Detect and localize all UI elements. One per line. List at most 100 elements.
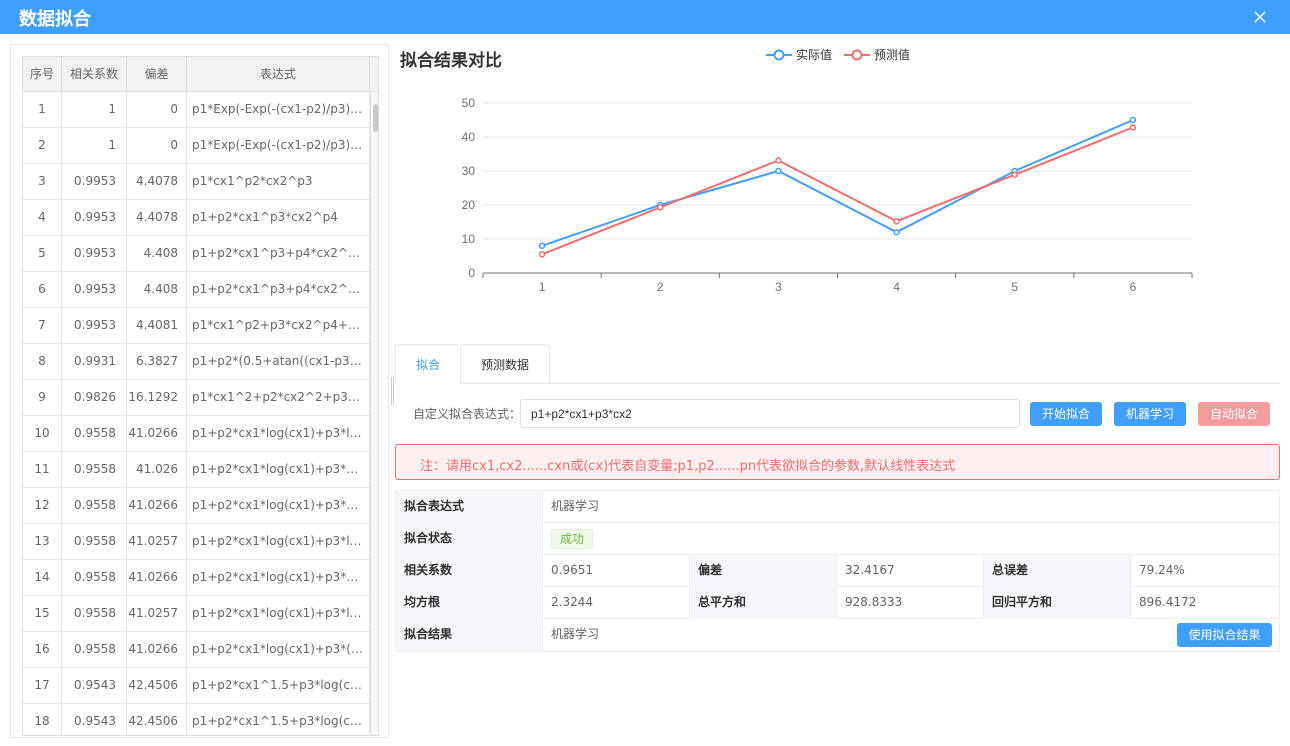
fit-result-table: 拟合表达式 机器学习 拟合状态 成功 相关系数 0.9651 偏差 32.416… <box>395 490 1280 652</box>
row-index: 10 <box>23 416 62 451</box>
row-deviation: 41.0266 <box>127 416 187 451</box>
row-correlation: 0.9543 <box>62 668 127 703</box>
chart-title: 拟合结果对比 <box>400 51 502 71</box>
row-deviation: 41.0266 <box>127 488 187 523</box>
result-label: 拟合结果 <box>396 619 543 651</box>
y-tick-label: 30 <box>462 164 476 178</box>
ss-value: 928.8333 <box>837 587 984 619</box>
grid-header: 序号 相关系数 偏差 表达式 <box>23 57 378 92</box>
row-correlation: 1 <box>62 128 127 163</box>
data-point <box>1129 124 1137 131</box>
table-row[interactable]: 60.99534.408p1+p2*cx1^p3+p4*cx2^p5+p6*cx… <box>23 272 370 308</box>
row-correlation: 0.9953 <box>62 164 127 199</box>
tab-prediction-data[interactable]: 预测数据 <box>461 344 550 384</box>
row-expression: p1*cx1^p2+p3*cx2^p4+p5*cx1*cx2 <box>187 308 370 343</box>
row-index: 14 <box>23 560 62 595</box>
grid-scrollbar[interactable] <box>370 92 378 735</box>
table-row[interactable]: 110.955841.026p1+p2*cx1*log(cx1)+p3*cx2*… <box>23 452 370 488</box>
table-row[interactable]: 3 0.9953 4.4078 p1*cx1^p2*cx2^p3 <box>23 164 370 200</box>
row-expression: p1+p2*cx1^p3+p4*cx2^p5+p6*cx1 <box>187 272 370 307</box>
table-row[interactable]: 14 0.9558 41.0266 p1+p2*cx1*log(cx1)+p3*cx2… <box>23 560 370 596</box>
row-expression: p1*Exp(-Exp(-(cx1-p2)/p3)-(cx1-p2)/p3+1) <box>187 128 370 163</box>
legend-line-icon <box>766 49 792 61</box>
table-row[interactable]: 80.99316.3827p1+p2*(0.5+atan((cx1-p3)/p4… <box>23 344 370 380</box>
line-chart: 0 10 20 30 40 50 1 2 3 4 5 6 <box>462 96 1193 294</box>
legend-label-predicted: 预测值 <box>874 48 911 62</box>
row-correlation: 0.9953 <box>62 308 127 343</box>
y-tick-label: 0 <box>468 266 475 280</box>
row-index: 11 <box>23 452 62 487</box>
row-correlation: 0.9558 <box>62 632 127 667</box>
table-row[interactable]: 210p1*Exp(-Exp(-(cx1-p2)/p3)-(cx1-p2)/p3… <box>23 128 370 164</box>
status-label: 拟合状态 <box>396 523 543 555</box>
table-row[interactable]: 17 0.9543 42.4506 p1+p2*cx1^1.5+p3*log(cx2)… <box>23 668 370 704</box>
data-point <box>775 167 782 175</box>
table-row[interactable]: 16 0.9558 41.0266 p1+p2*cx1*log(cx1)+p3*(lo… <box>23 632 370 668</box>
table-row[interactable]: 50.99534.408p1+p2*cx1^p3+p4*cx2^p5+p6*cx… <box>23 236 370 272</box>
use-result-button[interactable]: 使用拟合结果 <box>1177 623 1272 647</box>
data-point <box>538 251 546 258</box>
column-header-expression[interactable]: 表达式 <box>187 57 370 92</box>
scrollbar-thumb[interactable] <box>373 104 378 132</box>
row-correlation: 0.9558 <box>62 596 127 631</box>
row-deviation: 0 <box>127 92 187 127</box>
row-deviation: 41.0257 <box>127 524 187 559</box>
row-correlation: 0.9953 <box>62 236 127 271</box>
row-deviation: 4.408 <box>127 272 187 307</box>
table-row[interactable]: 18 0.9543 42.4506 p1+p2*cx1^1.5+p3*log(cx2) <box>23 704 370 735</box>
table-row[interactable]: 90.982616.1292p1*cx1^2+p2*cx2^2+p3*cx1*c… <box>23 380 370 416</box>
dev-label: 偏差 <box>690 555 837 587</box>
x-tick-label: 1 <box>539 280 546 294</box>
auto-fit-button[interactable]: 自动拟合 <box>1198 402 1270 426</box>
row-index: 8 <box>23 344 62 379</box>
expression-input[interactable] <box>520 399 1020 428</box>
legend-item-actual[interactable]: 实际值 <box>766 47 836 63</box>
status-badge: 成功 <box>551 529 594 549</box>
row-index: 5 <box>23 236 62 271</box>
column-header-correlation[interactable]: 相关系数 <box>62 57 127 92</box>
data-point <box>1011 171 1018 178</box>
start-fit-button[interactable]: 开始拟合 <box>1030 402 1102 426</box>
row-index: 12 <box>23 488 62 523</box>
row-deviation: 4.4078 <box>127 200 187 235</box>
machine-learning-button[interactable]: 机器学习 <box>1114 402 1186 426</box>
table-row[interactable]: 10 0.9558 41.0266 p1+p2*cx1*log(cx1)+p3*log… <box>23 416 370 452</box>
row-index: 17 <box>23 668 62 703</box>
table-row[interactable]: 110p1*Exp(-Exp(-(cx1-p2)/p3)-(cx1-p2)/p3… <box>23 92 370 128</box>
data-point <box>893 228 900 236</box>
tab-bar: 拟合 预测数据 <box>395 344 1280 384</box>
table-row[interactable]: 12 0.9558 41.0266 p1+p2*cx1*log(cx1)+p3*cx2… <box>23 488 370 524</box>
row-deviation: 42.4506 <box>127 704 187 735</box>
dev-value: 32.4167 <box>837 555 984 587</box>
row-expression: p1+p2*cx1*log(cx1)+p3*(log(cx2)) <box>187 632 370 667</box>
table-row[interactable]: 4 0.9953 4.4078 p1+p2*cx1^p3*cx2^p4 <box>23 200 370 236</box>
row-deviation: 41.0257 <box>127 596 187 631</box>
err-value: 79.24% <box>1139 563 1185 577</box>
tab-fit[interactable]: 拟合 <box>395 344 461 384</box>
row-correlation: 0.9931 <box>62 344 127 379</box>
row-index: 9 <box>23 380 62 415</box>
x-tick-label: 2 <box>657 280 664 294</box>
data-point <box>538 242 546 250</box>
table-row[interactable]: 15 0.9558 41.0257 p1+p2*cx1*log(cx1)+p3*log… <box>23 596 370 632</box>
row-index: 1 <box>23 92 62 127</box>
table-row[interactable]: 13 0.9558 41.0257 p1+p2*cx1*log(cx1)+p3*log… <box>23 524 370 560</box>
row-expression: p1+p2*cx1*log(cx1)+p3*cx2^0.5 <box>187 560 370 595</box>
result-value: 机器学习 <box>551 627 600 641</box>
column-header-deviation[interactable]: 偏差 <box>127 57 187 92</box>
row-expression: p1+p2*cx1^1.5+p3*log(cx2) <box>187 704 370 735</box>
row-expression: p1*cx1^2+p2*cx2^2+p3*cx1*cx2 <box>187 380 370 415</box>
close-icon[interactable] <box>1250 7 1270 27</box>
panel-splitter-handle[interactable] <box>391 377 394 405</box>
series-line-actual <box>541 119 1134 247</box>
row-deviation: 42.4506 <box>127 668 187 703</box>
legend-item-predicted[interactable]: 预测值 <box>844 47 914 63</box>
row-correlation: 0.9543 <box>62 704 127 735</box>
expr-label: 拟合表达式 <box>396 491 543 523</box>
row-correlation: 1 <box>62 92 127 127</box>
column-header-index[interactable]: 序号 <box>23 57 62 92</box>
row-expression: p1+p2*cx1*log(cx1)+p3*cx2^2 <box>187 488 370 523</box>
row-correlation: 0.9558 <box>62 560 127 595</box>
results-grid: 序号 相关系数 偏差 表达式 1 1 0 p1*Exp(-Exp(-(cx1-p2)/… <box>22 56 379 736</box>
table-row[interactable]: 70.99534.4081p1*cx1^p2+p3*cx2^p4+p5*cx1*… <box>23 308 370 344</box>
